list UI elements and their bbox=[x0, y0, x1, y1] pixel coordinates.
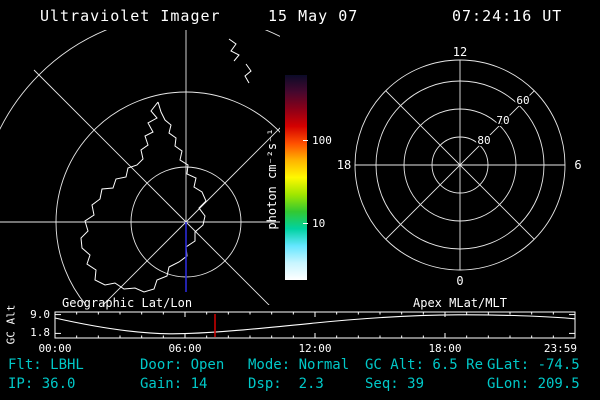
colorbar-tickmark-100 bbox=[303, 140, 308, 141]
status-flt: Flt: LBHL bbox=[8, 357, 84, 373]
status-gain: Gain: 14 bbox=[140, 376, 208, 392]
header-date: 15 May 07 bbox=[268, 7, 359, 25]
colorbar-tick-100: 100 bbox=[312, 134, 332, 147]
colorbar-gradient bbox=[285, 75, 307, 280]
apex-dial: 12 18 6 0 60 70 80 bbox=[337, 45, 582, 288]
x-tick-0600: 06:00 bbox=[168, 342, 202, 355]
caption-apex: Apex MLat/MLT bbox=[413, 296, 507, 310]
status-seq: Seq: 39 bbox=[365, 376, 425, 392]
orbit-altitude-curve bbox=[54, 314, 576, 335]
status-glon: GLon: 209.5 bbox=[487, 376, 580, 392]
colorbar-units-label: photon cm⁻²s⁻¹ bbox=[265, 128, 279, 230]
mlat-ring-label-70: 70 bbox=[496, 114, 509, 127]
mlt-label-18: 18 bbox=[337, 158, 351, 172]
x-tick-1800: 18:00 bbox=[428, 342, 462, 355]
mlt-label-0: 0 bbox=[456, 274, 463, 288]
status-dsp: Dsp: 2.3 bbox=[248, 376, 324, 392]
status-ip: IP: 36.0 bbox=[8, 376, 76, 392]
island-coastline bbox=[228, 38, 252, 84]
mlat-ring-label-80: 80 bbox=[477, 134, 490, 147]
status-door: Door: Open bbox=[140, 357, 225, 373]
antarctica-coastline bbox=[80, 101, 207, 293]
orbit-plot-svg bbox=[54, 311, 576, 339]
geo-map bbox=[0, 30, 280, 305]
colorbar-tick-10: 10 bbox=[312, 217, 326, 230]
app-title: Ultraviolet Imager bbox=[40, 7, 221, 25]
y-tick-min: 1.8 bbox=[30, 326, 50, 339]
mlt-label-12: 12 bbox=[453, 45, 467, 59]
status-mode: Mode: Normal bbox=[248, 357, 350, 373]
x-tick-1200: 12:00 bbox=[298, 342, 332, 355]
x-tick-0000: 00:00 bbox=[38, 342, 72, 355]
header-time: 07:24:16 UT bbox=[452, 7, 563, 25]
mlt-label-6: 6 bbox=[574, 158, 581, 172]
status-glat: GLat: -74.5 bbox=[487, 357, 580, 373]
colorbar-tickmark-10 bbox=[303, 223, 308, 224]
y-tick-max: 9.0 bbox=[30, 308, 50, 321]
apex-grid bbox=[354, 59, 566, 271]
caption-geographic: Geographic Lat/Lon bbox=[62, 296, 193, 310]
x-tick-2359: 23:59 bbox=[543, 342, 577, 355]
mlat-ring-label-60: 60 bbox=[516, 94, 529, 107]
status-gc-alt: GC Alt: 6.5 Re bbox=[365, 357, 484, 373]
geo-latlon-grid bbox=[0, 30, 280, 305]
